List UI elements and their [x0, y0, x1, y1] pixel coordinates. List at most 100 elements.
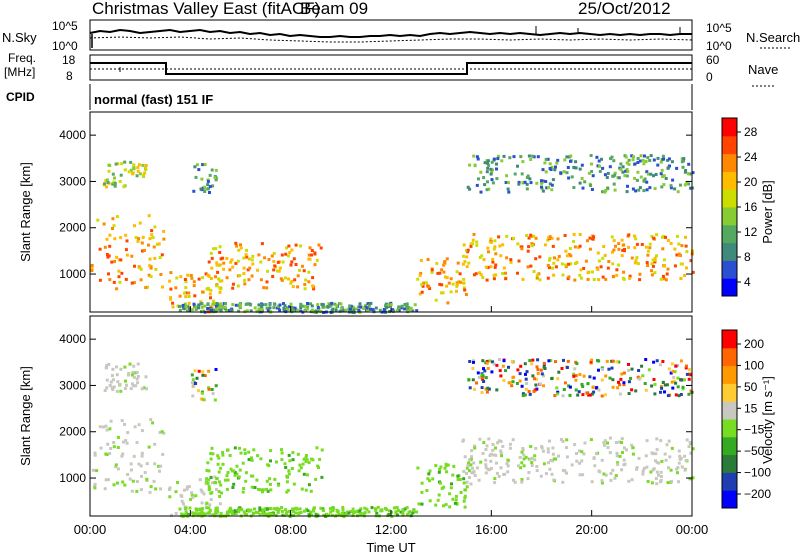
- echo-cell: [502, 266, 506, 270]
- echo-cell: [115, 287, 119, 291]
- echo-cell: [394, 511, 398, 515]
- echo-cell: [466, 464, 470, 468]
- echo-cell: [244, 471, 248, 475]
- echo-cell: [468, 458, 471, 462]
- echo-cell: [104, 424, 108, 428]
- echo-cell: [625, 168, 629, 171]
- echo-cell: [603, 393, 607, 397]
- echo-cell: [586, 277, 590, 281]
- echo-cell: [114, 465, 118, 469]
- echo-cell: [445, 284, 449, 288]
- echo-cell: [486, 386, 490, 390]
- echo-cell: [405, 506, 409, 510]
- echo-cell: [135, 441, 139, 444]
- echo-cell: [488, 359, 492, 363]
- echo-cell: [689, 373, 693, 377]
- echo-cell: [231, 303, 235, 307]
- echo-cell: [250, 458, 254, 462]
- echo-cell: [235, 244, 239, 248]
- echo-cell: [123, 168, 127, 172]
- echo-cell: [662, 277, 666, 281]
- echo-cell: [689, 389, 693, 393]
- echo-cell: [620, 238, 624, 242]
- echo-cell: [280, 509, 284, 513]
- echo-cell: [679, 262, 683, 266]
- echo-cell: [231, 282, 235, 286]
- echo-cell: [206, 179, 210, 183]
- echo-cell: [638, 159, 642, 163]
- echo-cell: [105, 364, 109, 368]
- echo-cell: [341, 505, 345, 509]
- echo-cell: [556, 377, 560, 381]
- echo-cell: [289, 302, 293, 306]
- echo-cell: [492, 362, 496, 366]
- echo-cell: [611, 385, 615, 389]
- echo-cell: [505, 462, 509, 465]
- echo-cell: [239, 246, 243, 250]
- echo-cell: [441, 291, 445, 295]
- echo-cell: [127, 170, 131, 174]
- echo-cell: [415, 309, 419, 313]
- echo-cell: [328, 507, 332, 511]
- echo-cell: [543, 243, 547, 247]
- echo-cell: [202, 512, 206, 516]
- echo-cell: [564, 263, 568, 267]
- echo-cell: [101, 425, 105, 429]
- echo-cell: [124, 277, 128, 281]
- echo-cell: [120, 271, 124, 275]
- echo-cell: [691, 270, 695, 274]
- echo-cell: [193, 294, 197, 298]
- echo-cell: [199, 488, 203, 492]
- echo-cell: [485, 278, 489, 282]
- echo-cell: [659, 479, 663, 482]
- echo-cell: [662, 235, 666, 238]
- echo-cell: [641, 158, 645, 162]
- echo-cell: [184, 286, 188, 290]
- echo-cell: [573, 443, 577, 447]
- echo-cell: [650, 384, 654, 388]
- echo-cell: [463, 288, 467, 292]
- echo-cell: [320, 448, 324, 452]
- echo-cell: [169, 297, 173, 301]
- echo-cell: [619, 168, 623, 172]
- echo-cell: [140, 454, 144, 458]
- echo-cell: [491, 260, 495, 264]
- echo-cell: [572, 372, 576, 376]
- echo-cell: [494, 252, 498, 256]
- echo-cell: [189, 497, 193, 501]
- echo-cell: [659, 470, 663, 474]
- echo-cell: [392, 506, 396, 510]
- echo-cell: [519, 466, 522, 470]
- echo-cell: [125, 441, 129, 445]
- echo-cell: [549, 359, 553, 362]
- echo-cell: [679, 393, 683, 396]
- echo-cell: [554, 165, 557, 169]
- echo-cell: [216, 270, 220, 274]
- echo-cell: [455, 284, 459, 288]
- echo-cell: [661, 247, 665, 251]
- echo-cell: [592, 456, 596, 460]
- echo-cell: [577, 390, 581, 394]
- echo-cell: [221, 462, 225, 466]
- echo-cell: [524, 387, 528, 391]
- echo-cell: [627, 245, 630, 249]
- echo-cell: [498, 369, 502, 373]
- echo-cell: [194, 382, 198, 385]
- echo-cell: [488, 468, 491, 472]
- echo-cell: [524, 377, 528, 381]
- echo-cell: [665, 443, 669, 447]
- echo-cell: [310, 457, 314, 461]
- echo-cell: [687, 445, 691, 449]
- echo-cell: [192, 284, 196, 288]
- echo-cell: [443, 261, 447, 265]
- echo-cell: [418, 292, 422, 296]
- echo-cell: [601, 166, 605, 170]
- echo-cell: [226, 478, 230, 482]
- echo-cell: [486, 166, 490, 170]
- echo-cell: [427, 472, 431, 476]
- echo-cell: [306, 509, 310, 513]
- colorbar-tick-label: 20: [744, 175, 758, 189]
- echo-cell: [447, 281, 451, 285]
- echo-cell: [480, 254, 484, 258]
- echo-cell: [608, 165, 612, 169]
